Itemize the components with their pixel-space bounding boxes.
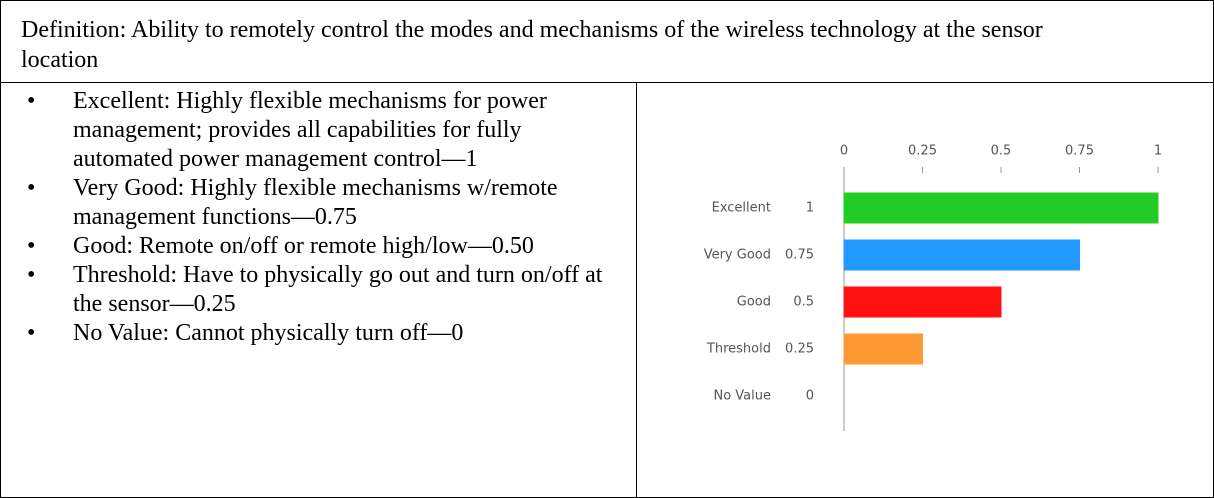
bullet: No Value: Cannot physically turn off—0 <box>27 319 613 348</box>
bullet: Excellent: Highly flexible mechanisms fo… <box>27 87 613 174</box>
x-tick-label: 0.5 <box>991 144 1012 159</box>
category-label: Good <box>737 295 771 310</box>
value-label: 1 <box>806 201 814 216</box>
bullet: Good: Remote on/off or remote high/low—0… <box>27 232 613 261</box>
definition-row: Definition: Ability to remotely control … <box>1 1 1213 83</box>
bullet-list: Excellent: Highly flexible mechanisms fo… <box>1 87 613 348</box>
x-tick-label: 0.75 <box>1065 144 1094 159</box>
category-label: Excellent <box>712 201 771 216</box>
bar <box>843 192 1159 224</box>
category-label: Very Good <box>704 248 771 263</box>
bar <box>843 333 923 365</box>
bullet: Threshold: Have to physically go out and… <box>27 261 613 319</box>
bar <box>843 239 1080 271</box>
category-label: Threshold <box>706 342 771 357</box>
value-label: 0 <box>806 389 814 404</box>
category-label: No Value <box>713 389 771 404</box>
x-tick-label: 0 <box>840 144 848 159</box>
x-tick-label: 0.25 <box>908 144 937 159</box>
value-label: 0.75 <box>785 248 814 263</box>
value-label: 0.5 <box>793 295 814 310</box>
value-label: 0.25 <box>785 342 814 357</box>
chart: 0 0.25 0.5 0.75 1 Excellent 1 Very Good 0.75 Good… <box>704 144 1162 431</box>
bullet-cell: Excellent: Highly flexible mechanisms fo… <box>1 83 637 497</box>
bullet: Very Good: Highly flexible mechanisms w/… <box>27 174 613 232</box>
bar <box>843 286 1002 318</box>
x-tick-label: 1 <box>1154 144 1162 159</box>
definition: Definition: Ability to remotely control … <box>21 17 1043 73</box>
